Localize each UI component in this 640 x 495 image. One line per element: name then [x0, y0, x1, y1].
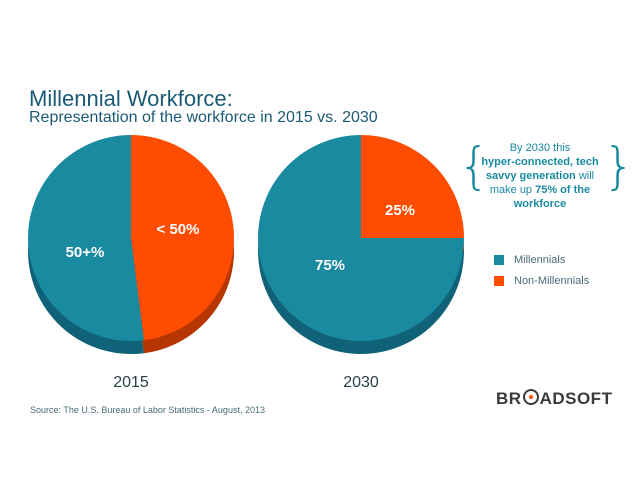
legend-item-non-millennials: Non-Millennials [494, 271, 589, 291]
logo-globe-icon [522, 389, 540, 409]
callout-line-3-bold: savvy generation [485, 170, 576, 182]
legend-swatch-millennials [494, 255, 504, 265]
logo-text-start: BR [496, 389, 522, 408]
legend: Millennials Non-Millennials [494, 250, 589, 292]
legend-swatch-non-millennials [494, 276, 504, 286]
pie-2015-slice-millennials [27, 135, 144, 341]
chart-title: Millennial Workforce: [29, 86, 233, 111]
pie-2030-slice-non-millennials [361, 135, 464, 238]
source-note: Source: The U.S. Bureau of Labor Statist… [30, 405, 265, 415]
callout-line-3: will [575, 170, 595, 182]
callout-note: By 2030 this hyper-connected, tech savvy… [470, 141, 610, 211]
logo-text-end: ADSOFT [539, 389, 613, 408]
pie-2015-data-label-1: < 50% [157, 221, 200, 238]
left-brace-icon: { [458, 137, 490, 195]
callout-line-1: By 2030 this [509, 142, 571, 154]
pie-2030-slice-millennials [258, 135, 464, 341]
pie-year-label-2030: 2030 [343, 374, 379, 391]
pie-2015-slice-non-millennials [131, 135, 234, 341]
legend-item-millennials: Millennials [494, 250, 589, 270]
pie-2030-data-label-0: 75% [315, 257, 345, 274]
legend-label-millennials: Millennials [514, 254, 566, 266]
callout-line-4: make up [489, 184, 536, 196]
callout-line-4-bold: 75% of the [535, 184, 591, 196]
legend-label-non-millennials: Non-Millennials [514, 275, 590, 287]
pie-2030-data-label-1: 25% [385, 202, 415, 219]
pie-2015-data-label-0: 50+% [66, 244, 105, 261]
right-brace-icon: } [603, 137, 635, 195]
callout-line-2: hyper-connected, tech [481, 156, 599, 168]
broadsoft-logo: BR ADSOFT [496, 389, 612, 409]
pie-year-label-2015: 2015 [113, 374, 149, 391]
callout-line-5: workforce [513, 198, 567, 210]
chart-subtitle: Representation of the workforce in 2015 … [29, 109, 378, 126]
